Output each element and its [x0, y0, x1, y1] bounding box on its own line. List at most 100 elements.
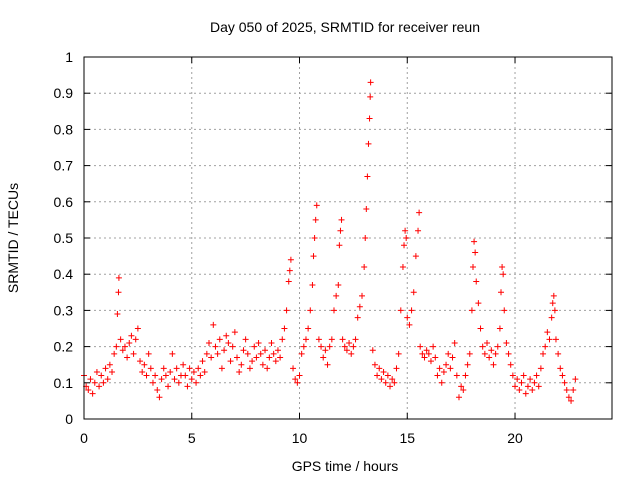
- data-point: [320, 354, 327, 361]
- data-point: [171, 376, 178, 383]
- data-point: [371, 361, 378, 368]
- data-point: [505, 350, 512, 357]
- data-point: [102, 365, 109, 372]
- data-point: [393, 365, 400, 372]
- data-point: [311, 235, 318, 241]
- data-point: [310, 253, 317, 260]
- plot-frame: [83, 56, 613, 420]
- data-point: [462, 372, 469, 379]
- data-point: [186, 365, 193, 372]
- data-point: [399, 263, 406, 270]
- data-point: [242, 336, 249, 343]
- data-point: [85, 387, 92, 394]
- y-tick-label: 0.6: [54, 194, 74, 210]
- data-point: [294, 379, 301, 386]
- y-tick-label: 0: [65, 411, 73, 427]
- data-point: [272, 358, 279, 365]
- data-point: [337, 227, 344, 234]
- data-point: [557, 365, 564, 372]
- data-point: [466, 350, 473, 357]
- data-point: [318, 343, 325, 350]
- data-point: [518, 379, 525, 386]
- data-point: [315, 336, 322, 343]
- data-point: [210, 321, 217, 328]
- data-point: [363, 206, 370, 213]
- data-point: [533, 372, 540, 379]
- data-point: [522, 390, 529, 397]
- data-point: [145, 350, 152, 357]
- data-point: [514, 376, 521, 383]
- data-point: [190, 368, 197, 375]
- data-point: [354, 314, 361, 321]
- data-point: [208, 354, 215, 361]
- data-point: [529, 387, 536, 394]
- data-point: [184, 383, 191, 390]
- data-point: [277, 354, 284, 361]
- data-point: [565, 394, 572, 401]
- data-point: [464, 361, 471, 368]
- x-tick-labels: 0 5 10 15 20: [80, 430, 523, 446]
- data-point: [149, 379, 156, 386]
- grid-layer: [84, 57, 612, 419]
- data-point: [205, 339, 212, 346]
- data-point: [307, 307, 314, 314]
- data-point: [436, 365, 443, 372]
- data-point: [335, 282, 342, 289]
- data-point: [249, 358, 256, 365]
- data-point: [106, 361, 113, 368]
- y-tick-label: 0.7: [54, 158, 74, 174]
- data-point: [274, 347, 281, 354]
- axis-ticks: [83, 56, 612, 420]
- data-point: [167, 368, 174, 375]
- data-point: [336, 242, 343, 249]
- data-point: [324, 361, 331, 368]
- data-point: [234, 354, 241, 361]
- data-point: [143, 372, 150, 379]
- data-point: [322, 347, 329, 354]
- data-point: [197, 372, 204, 379]
- data-point: [195, 365, 202, 372]
- data-point: [430, 343, 437, 350]
- data-point: [132, 336, 139, 343]
- data-point: [369, 347, 376, 354]
- data-point: [572, 376, 579, 383]
- data-point: [362, 235, 369, 241]
- data-point: [173, 365, 180, 372]
- data-point: [537, 365, 544, 372]
- data-point: [516, 387, 523, 394]
- data-point: [445, 350, 452, 357]
- data-point: [298, 350, 305, 357]
- data-point: [259, 361, 266, 368]
- data-point: [305, 325, 312, 332]
- data-point: [395, 350, 402, 357]
- data-point: [201, 368, 208, 375]
- data-point: [87, 376, 94, 383]
- data-point: [531, 379, 538, 386]
- data-point: [264, 365, 271, 372]
- data-point: [111, 350, 118, 357]
- data-point: [447, 365, 454, 372]
- data-point: [404, 314, 411, 321]
- data-point: [494, 343, 501, 350]
- data-point: [169, 350, 176, 357]
- data-point: [98, 372, 105, 379]
- data-point: [257, 350, 264, 357]
- data-point: [225, 339, 232, 346]
- data-point: [309, 282, 316, 289]
- data-point: [266, 354, 273, 361]
- data-point: [119, 347, 126, 354]
- data-point: [477, 325, 484, 332]
- data-point: [432, 354, 439, 361]
- data-point: [115, 289, 122, 296]
- data-point: [126, 339, 133, 346]
- data-point: [451, 339, 458, 346]
- data-point: [449, 354, 456, 361]
- x-tick-label: 10: [292, 430, 308, 446]
- data-point: [147, 365, 154, 372]
- data-point: [300, 343, 307, 350]
- data-point: [391, 379, 398, 386]
- data-point: [180, 361, 187, 368]
- data-point: [214, 350, 221, 357]
- data-point: [109, 368, 116, 375]
